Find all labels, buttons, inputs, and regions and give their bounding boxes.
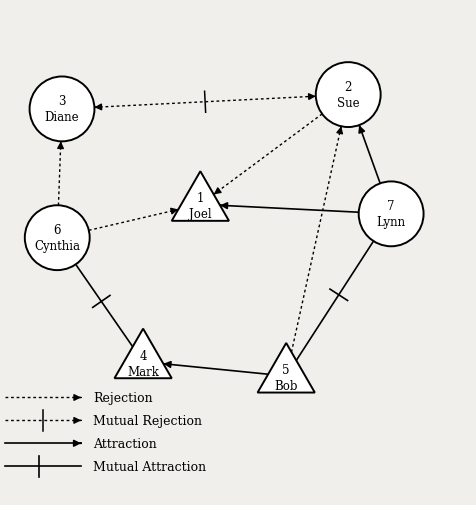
Polygon shape [257,343,314,393]
Text: 3
Diane: 3 Diane [45,95,79,124]
Text: 1
Joel: 1 Joel [188,192,211,221]
Text: Mutual Attraction: Mutual Attraction [93,460,206,473]
Text: 7
Lynn: 7 Lynn [376,200,405,229]
Text: 4
Mark: 4 Mark [127,349,159,378]
Text: Mutual Rejection: Mutual Rejection [93,414,202,427]
Polygon shape [114,329,171,378]
Text: Rejection: Rejection [93,391,152,404]
Circle shape [358,182,423,247]
Polygon shape [171,172,228,221]
Text: Attraction: Attraction [93,437,157,450]
Text: 5
Bob: 5 Bob [274,363,298,392]
Circle shape [30,77,94,142]
Text: 2
Sue: 2 Sue [336,81,359,110]
Circle shape [25,206,89,271]
Text: 6
Cynthia: 6 Cynthia [34,224,80,252]
Circle shape [315,63,380,128]
